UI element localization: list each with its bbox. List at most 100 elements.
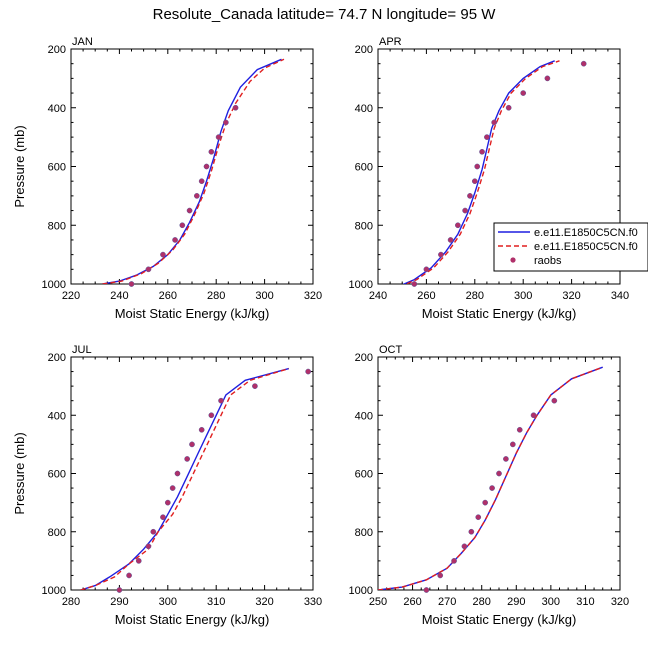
x-tick-label: 260: [417, 290, 435, 302]
raob-point: [423, 587, 430, 593]
raob-point: [544, 75, 551, 82]
x-tick-label: 310: [207, 596, 225, 608]
raob-point: [186, 207, 193, 214]
y-tick-label: 400: [355, 410, 373, 422]
legend-box: [493, 222, 648, 272]
raob-point: [462, 207, 468, 214]
figure-title: Resolute_Canada latitude= 74.7 N longitu…: [152, 6, 496, 23]
x-axis-label: Moist Static Energy (kJ/kg): [115, 612, 270, 627]
x-tick-label: 260: [159, 290, 177, 302]
raob-point: [172, 237, 178, 243]
raob-point: [505, 104, 512, 111]
panel-label: APR: [379, 36, 402, 48]
panel-apr: APR 240 260 280 300 320 340 200 400 600 800 1000 Moi…: [349, 36, 630, 321]
raob-point: [484, 134, 490, 140]
raob-point: [150, 528, 157, 535]
raob-point: [471, 178, 478, 185]
raob-point: [252, 383, 258, 389]
panel-label: JUL: [72, 344, 92, 356]
x-tick-label: 320: [304, 290, 322, 302]
series-line-solid: [102, 58, 282, 284]
raob-point: [208, 148, 215, 155]
raob-point: [184, 456, 191, 462]
raob-point: [160, 514, 166, 521]
x-tick-label: 320: [255, 596, 273, 608]
raob-point: [193, 193, 200, 199]
panel-label: OCT: [379, 344, 403, 356]
raob-point: [174, 470, 181, 477]
x-tick-label: 300: [514, 290, 532, 302]
raob-point: [479, 148, 485, 155]
x-tick-label: 220: [62, 290, 80, 302]
raob-point: [468, 528, 475, 535]
series-line-solid: [80, 367, 289, 590]
legend-label: e.e11.E1850C5CN.f0: [534, 227, 638, 239]
raob-point: [491, 119, 498, 126]
x-tick-label: 280: [473, 596, 491, 608]
legend-marker: [510, 257, 516, 263]
raob-point: [580, 60, 587, 67]
raob-point: [128, 281, 135, 287]
raob-point: [551, 397, 558, 404]
raob-point: [474, 163, 481, 170]
x-tick-label: 280: [62, 596, 80, 608]
raob-point: [461, 543, 468, 550]
x-tick-label: 300: [542, 596, 560, 608]
x-tick-label: 280: [466, 290, 484, 302]
legend-label: raobs: [534, 255, 562, 267]
raob-point: [179, 222, 186, 229]
x-tick-label: 240: [369, 290, 387, 302]
raob-point: [451, 558, 457, 564]
series-line-dashed: [80, 367, 290, 590]
raob-point: [520, 90, 527, 96]
y-tick-label: 600: [355, 162, 373, 174]
raob-point: [482, 499, 489, 506]
series-line-dashed: [378, 366, 603, 590]
raob-point: [169, 485, 176, 491]
raob-point: [164, 499, 171, 506]
raob-point: [503, 456, 509, 462]
raob-point: [116, 587, 123, 593]
y-tick-label: 1000: [349, 585, 373, 597]
y-tick-label: 800: [355, 527, 373, 539]
raob-point: [438, 251, 444, 258]
y-tick-label: 1000: [42, 585, 66, 597]
raob-point: [516, 426, 523, 433]
y-tick-label: 1000: [42, 279, 66, 291]
raob-point: [218, 397, 224, 404]
y-axis-label: Pressure (mb): [12, 432, 27, 514]
raob-point: [530, 412, 537, 419]
x-axis-label: Moist Static Energy (kJ/kg): [422, 306, 577, 321]
x-tick-label: 290: [110, 596, 128, 608]
x-axis-label: Moist Static Energy (kJ/kg): [422, 612, 577, 627]
raob-point: [467, 193, 473, 199]
raob-point: [411, 281, 418, 287]
plot-frame: [70, 48, 314, 285]
x-axis-label: Moist Static Energy (kJ/kg): [115, 306, 270, 321]
raob-point: [215, 134, 222, 140]
raob-point: [423, 266, 430, 273]
raob-point: [160, 251, 166, 258]
x-tick-label: 290: [507, 596, 525, 608]
legend-label: e.e11.E1850C5CN.f0: [534, 241, 638, 253]
raob-point: [126, 572, 132, 579]
raob-point: [189, 441, 195, 448]
raob-point: [305, 368, 312, 375]
x-tick-label: 280: [207, 290, 225, 302]
x-tick-label: 340: [611, 290, 629, 302]
y-tick-label: 800: [48, 527, 66, 539]
y-tick-label: 200: [48, 44, 66, 56]
raob-point: [447, 237, 454, 243]
raob-point: [198, 178, 205, 185]
series-line-solid: [402, 60, 555, 284]
raob-point: [496, 470, 502, 477]
y-tick-label: 800: [48, 220, 66, 232]
x-tick-label: 320: [611, 596, 629, 608]
y-tick-label: 600: [48, 162, 66, 174]
y-tick-label: 200: [48, 352, 66, 364]
panel-jan: JAN 220 240 260 280 300 320 200 400 600 800 1000 Moi…: [12, 36, 322, 321]
x-tick-label: 240: [110, 290, 128, 302]
panel-oct: OCT 250 260 270 280 290 300 310 320 200 400 600 800 1…: [349, 344, 630, 627]
panel-label: JAN: [72, 36, 93, 48]
